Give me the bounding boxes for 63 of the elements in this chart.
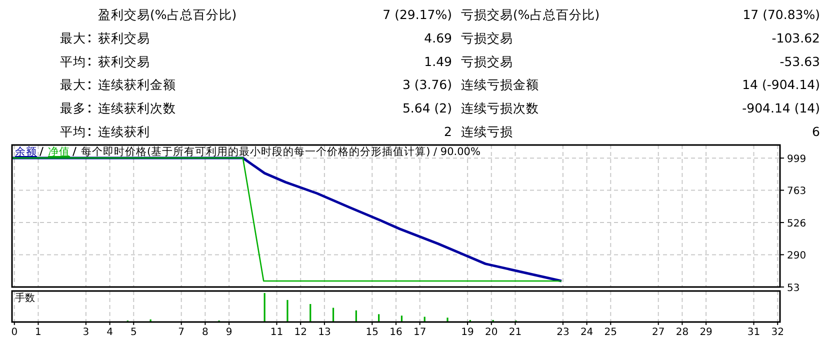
- text: -53.63: [780, 54, 820, 69]
- x-tick-label: 29: [700, 327, 712, 338]
- text: 7 (29.17%): [382, 7, 452, 22]
- category-label: 最多: [60, 100, 86, 116]
- x-tick-label: 9: [226, 327, 232, 338]
- y-tick-label: 526: [787, 218, 806, 230]
- text: 连续获利金额: [98, 77, 176, 92]
- text: 4.69: [424, 30, 452, 46]
- x-tick-label: 25: [604, 327, 618, 338]
- text: 17 (70.83%): [742, 7, 820, 22]
- text: 获利交易: [98, 54, 150, 69]
- y-tick-label: 290: [787, 250, 806, 262]
- x-tick-label: 17: [413, 327, 426, 338]
- x-tick-label: 1: [35, 327, 42, 338]
- x-tick-label: 21: [508, 327, 522, 338]
- text: 获利交易: [98, 30, 150, 46]
- series-label: 余额: [15, 145, 37, 158]
- text: 2: [444, 124, 452, 139]
- text: 1.49: [424, 54, 452, 69]
- chart-subtitle: 每个即时价格(基于所有可利用的最小时段的每一个价格的分形插值计算) / 90.00%: [81, 145, 480, 158]
- x-tick-label: 27: [652, 327, 665, 338]
- text: 14 (-904.14): [742, 77, 820, 92]
- x-tick-label: 8: [202, 327, 208, 338]
- text: 连续亏损次数: [461, 100, 539, 116]
- text: 3 (3.76): [402, 77, 452, 92]
- x-tick-label: 32: [771, 327, 784, 338]
- category-label: 最大: [60, 30, 86, 46]
- x-tick-label: 3: [82, 327, 90, 338]
- text: 盈利交易(%占总百分比): [98, 7, 237, 22]
- x-tick-label: 15: [366, 327, 379, 338]
- x-tick-label: 23: [556, 327, 570, 338]
- x-tick-label: 31: [747, 327, 760, 338]
- text: 连续亏损: [461, 124, 513, 139]
- text: 亏损交易: [461, 30, 513, 46]
- text: 连续亏损金额: [461, 77, 539, 92]
- category-label: 平均: [60, 54, 86, 69]
- x-tick-label: 20: [485, 327, 498, 338]
- x-tick-label: 0: [11, 327, 18, 338]
- x-tick-label: 16: [390, 327, 402, 338]
- text: 5.64 (2): [402, 100, 452, 116]
- x-tick-label: 7: [178, 327, 185, 338]
- y-tick-label: 999: [787, 154, 806, 166]
- text: 连续获利: [98, 124, 150, 139]
- text: 亏损交易: [461, 54, 513, 69]
- text: 亏损交易(%占总百分比): [461, 7, 600, 22]
- text: 连续获利次数: [98, 100, 176, 116]
- text: 6: [812, 124, 820, 139]
- x-tick-label: 11: [270, 327, 284, 338]
- x-tick-label: 5: [130, 327, 137, 338]
- series-label: 净值: [48, 146, 70, 158]
- text: -904.14 (14): [742, 100, 820, 116]
- category-label: 平均: [60, 124, 86, 139]
- x-tick-label: 28: [676, 327, 689, 338]
- y-tick-label: 763: [787, 186, 806, 198]
- x-tick-label: 12: [294, 327, 307, 338]
- x-tick-label: 19: [461, 327, 474, 338]
- y-tick-label: 53: [787, 283, 800, 294]
- x-tick-label: 4: [106, 327, 113, 338]
- chart-title: 手数: [15, 292, 35, 304]
- x-tick-label: 24: [580, 327, 594, 338]
- x-tick-label: 13: [318, 327, 331, 338]
- category-label: 最大: [60, 77, 86, 92]
- text: -103.62: [772, 30, 820, 46]
